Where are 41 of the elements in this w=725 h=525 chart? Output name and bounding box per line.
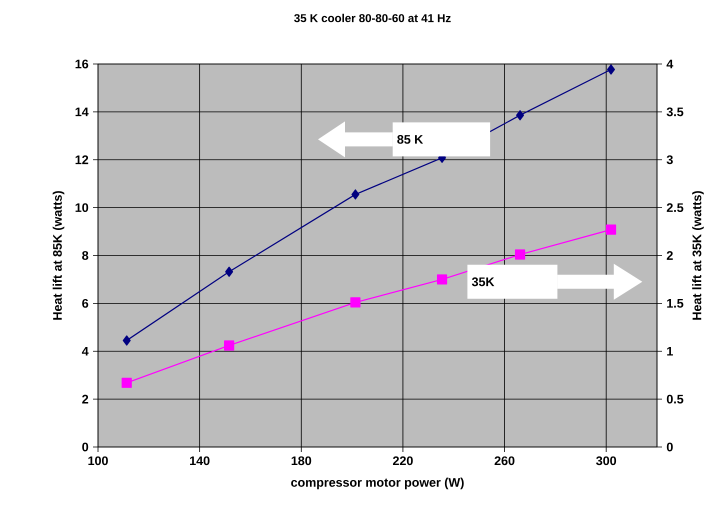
x-tick-label: 100 [88, 456, 108, 466]
point [514, 249, 526, 260]
y-tick-label: 12 [76, 155, 88, 164]
y-axis-title: Heat lift at 85K (watts) [52, 191, 64, 320]
y-tick-label: 4 [82, 346, 89, 356]
y2-tick-label: 0 [666, 442, 673, 452]
y2-tick-label: 4 [666, 60, 674, 68]
point [350, 297, 361, 308]
y2-tick-label: 2.5 [666, 203, 684, 212]
y2-tick-label: 0.5 [666, 394, 684, 404]
annotation: 85 K [397, 134, 424, 144]
point [516, 110, 524, 120]
y2-axis-title: Heat lift at 35K (watts) [692, 191, 704, 320]
annotation: 35K [472, 277, 494, 286]
y2-tick-label: 3.5 [666, 107, 684, 116]
point [122, 335, 131, 346]
point [436, 274, 448, 285]
point [606, 224, 616, 235]
y-tick-label: 10 [76, 203, 88, 212]
y-tick-label: 8 [82, 251, 88, 260]
point [225, 266, 234, 277]
point [224, 340, 234, 351]
y-tick-label: 0 [82, 442, 88, 452]
point [607, 64, 615, 75]
x-tick-label: 180 [292, 456, 312, 466]
y2-tick-label: 2 [666, 251, 673, 260]
chart-title: 35 K cooler 80-80-60 at 41 Hz [294, 14, 451, 22]
x-tick-label: 140 [190, 456, 210, 466]
y2-tick-label: 1.5 [667, 299, 684, 308]
x-axis-title: compressor motor power (W) [291, 478, 464, 490]
y-tick-label: 14 [76, 108, 89, 116]
x-tick-label: 220 [392, 456, 413, 466]
y2-tick-label: 3 [666, 155, 673, 164]
x-tick-label: 260 [494, 456, 514, 466]
point [351, 189, 360, 200]
y-tick-label: 6 [82, 298, 88, 308]
y-tick-label: 2 [82, 394, 88, 404]
y2-tick-label: 1 [667, 346, 673, 356]
y-tick-label: 16 [76, 60, 88, 68]
x-tick-label: 300 [596, 456, 616, 466]
point [122, 378, 132, 388]
